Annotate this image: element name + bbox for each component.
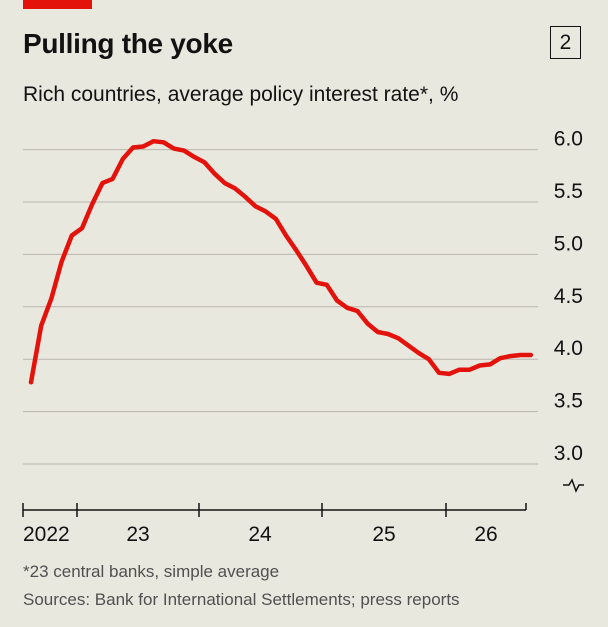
- brand-accent-bar: [23, 0, 92, 9]
- x-tick-label: 23: [126, 523, 149, 546]
- y-tick-label: 5.5: [554, 180, 583, 203]
- y-tick-label: 4.5: [554, 285, 583, 308]
- y-tick-labels: 6.0 5.5 5.0 4.5 4.0 3.5 3.0: [554, 128, 584, 493]
- gridlines: [23, 149, 538, 465]
- source-note: Sources: Bank for International Settleme…: [23, 590, 460, 609]
- y-tick-label: 5.0: [554, 232, 583, 255]
- y-tick-label: 4.0: [554, 337, 583, 360]
- y-tick-label: 6.0: [554, 128, 583, 151]
- chart-title: Pulling the yoke: [23, 28, 233, 59]
- chart-subtitle: Rich countries, average policy interest …: [23, 83, 459, 106]
- series-line: [28, 138, 534, 385]
- axis-break-icon: [563, 478, 584, 493]
- x-tick-label: 26: [474, 523, 497, 546]
- chart-number-badge: 2: [550, 26, 581, 59]
- y-tick-label: 3.0: [554, 442, 583, 465]
- footnote: *23 central banks, simple average: [23, 562, 280, 581]
- x-tick-label: 2022: [23, 523, 70, 546]
- x-axis: 2022 23 24 25 26: [22, 503, 527, 546]
- series-layer: [28, 138, 534, 385]
- x-tick-label: 24: [248, 523, 272, 546]
- y-tick-label: 3.5: [554, 390, 583, 413]
- x-tick-label: 25: [372, 523, 395, 546]
